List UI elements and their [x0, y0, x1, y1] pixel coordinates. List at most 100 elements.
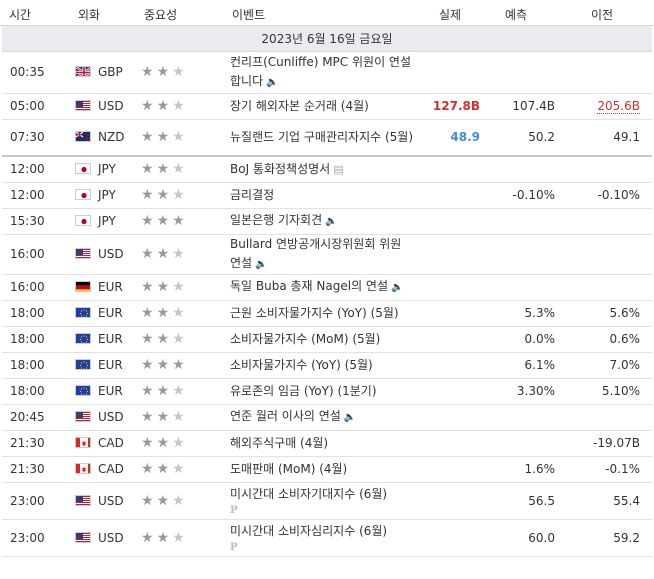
star-filled-icon: ★: [156, 331, 170, 347]
event-name-link[interactable]: 미시간대 소비자심리지수 (6월): [230, 524, 388, 538]
currency-code: CAD: [98, 436, 124, 450]
table-row[interactable]: 18:00 EUR ★ ★ ★ 근원 소비자물가지수 (YoY) (5월) 5.3% 5.6%: [2, 300, 652, 327]
star-filled-icon: ★: [141, 213, 154, 229]
event-previous: 55.4: [562, 482, 652, 520]
star-filled-icon: ★: [141, 529, 154, 546]
event-forecast: [488, 52, 562, 94]
table-row[interactable]: 20:45 USD ★ ★ ★ 연준 월러 이사의 연설 🔈: [2, 404, 652, 431]
table-row[interactable]: 21:30 CAD ★ ★ ★ 도매판매 (MoM) (4월) 1.6% -0.1%: [2, 456, 652, 483]
header-time[interactable]: 시간: [9, 8, 32, 22]
event-currency: USD: [66, 404, 131, 431]
event-actual: [418, 208, 488, 235]
event-forecast: [488, 234, 562, 275]
event-name-link[interactable]: 근원 소비자물가지수 (YoY) (5월): [230, 305, 399, 320]
event-name-cell: 소비자물가지수 (YoY) (5월): [220, 352, 418, 379]
event-actual: [418, 274, 488, 301]
star-empty-icon: ★: [172, 435, 185, 451]
star-filled-icon: ★: [156, 64, 170, 81]
table-row[interactable]: 23:00 USD ★ ★ ★ 미시간대 소비자기대지수 (6월) P 56.5 55.4: [2, 482, 652, 520]
star-filled-icon: ★: [156, 305, 170, 321]
table-row[interactable]: 18:00 EUR ★ ★ ★ 소비자물가지수 (YoY) (5월) 6.1% 7.0%: [2, 352, 652, 379]
event-actual: [418, 519, 488, 557]
speaker-icon[interactable]: 🔈: [266, 76, 279, 88]
event-time: 12:00: [2, 155, 66, 183]
speaker-icon[interactable]: 🔈: [255, 258, 268, 270]
event-name-link[interactable]: 장기 해외자본 순거래 (4월): [230, 98, 369, 113]
star-empty-icon: ★: [172, 331, 185, 347]
event-name-link[interactable]: 소비자물가지수 (YoY) (5월): [230, 357, 373, 372]
table-row[interactable]: 18:00 EUR ★ ★ ★ 유로존의 임금 (YoY) (1분기) 3.30% 5.10%: [2, 378, 652, 405]
event-name-link[interactable]: 해외주식구매 (4월): [230, 435, 329, 450]
header-forecast[interactable]: 예측: [505, 8, 528, 22]
date-row: 2023년 6월 16일 금요일: [2, 26, 652, 52]
table-row[interactable]: 23:00 USD ★ ★ ★ 미시간대 소비자심리지수 (6월) P 60.0 59.2: [2, 519, 652, 557]
header-previous[interactable]: 이전: [591, 8, 614, 22]
table-row[interactable]: 21:30 CAD ★ ★ ★ 해외주식구매 (4월) -19.07B: [2, 430, 652, 457]
event-name-link[interactable]: 일본은행 기자회견: [230, 213, 323, 227]
table-row[interactable]: 15:30 JPY ★ ★ ★ 일본은행 기자회견 🔈: [2, 208, 652, 235]
header-currency[interactable]: 외화: [78, 8, 101, 22]
previous-value: -19.07B: [593, 436, 640, 450]
star-filled-icon: ★: [156, 246, 170, 262]
eu-flag-icon: [75, 307, 91, 318]
event-name-link[interactable]: 금리결정: [230, 187, 275, 202]
event-name-cell: 유로존의 임금 (YoY) (1분기): [220, 378, 418, 405]
header-importance[interactable]: 중요성: [144, 8, 178, 22]
table-row[interactable]: 12:00 JPY ★ ★ ★ 금리결정 -0.10% -0.10%: [2, 182, 652, 209]
event-name-link[interactable]: BoJ 통화정책성명서: [230, 161, 331, 176]
event-name-cell: 독일 Buba 총재 Nagel의 연설 🔈: [220, 274, 418, 301]
event-name-cell: BoJ 통화정책성명서 ▤: [220, 155, 418, 183]
star-filled-icon: ★: [156, 98, 170, 114]
event-name-link[interactable]: 유로존의 임금 (YoY) (1분기): [230, 383, 377, 398]
previous-value: 205.6B: [597, 99, 640, 114]
header-event[interactable]: 이벤트: [232, 8, 266, 22]
event-time: 23:00: [2, 519, 66, 557]
event-name-link[interactable]: 뉴질랜드 기업 구매관리자지수 (5월): [230, 129, 414, 144]
table-row[interactable]: 16:00 EUR ★ ★ ★ 독일 Buba 총재 Nagel의 연설 🔈: [2, 274, 652, 301]
event-name-link[interactable]: 컨리프(Cunliffe) MPC 위원이 연설합니다: [230, 54, 412, 88]
star-empty-icon: ★: [172, 279, 185, 295]
header-actual[interactable]: 실제: [439, 8, 462, 22]
currency-code: JPY: [98, 188, 116, 202]
event-currency: EUR: [66, 352, 131, 379]
speaker-icon[interactable]: 🔈: [343, 412, 357, 423]
nz-flag-icon: [75, 131, 91, 143]
event-name-link[interactable]: 도매판매 (MoM) (4월): [230, 461, 348, 476]
event-actual: [418, 234, 488, 275]
speaker-icon[interactable]: 🔈: [391, 282, 404, 293]
table-row[interactable]: 07:30 NZD ★ ★ ★ 뉴질랜드 기업 구매관리자지수 (5월) 48.9 50.2 4…: [2, 119, 652, 157]
event-actual: [418, 404, 488, 431]
previous-value: 55.4: [613, 493, 640, 508]
star-filled-icon: ★: [141, 246, 154, 262]
event-actual: [418, 456, 488, 483]
table-row[interactable]: 00:35 GBP ★ ★ ★ 컨리프(Cunliffe) MPC 위원이 연설합니다 🔈: [2, 52, 652, 94]
event-importance: ★ ★ ★: [131, 300, 220, 327]
event-name-link[interactable]: 독일 Buba 총재 Nagel의 연설: [230, 279, 389, 293]
table-row[interactable]: 16:00 USD ★ ★ ★ Bullard 연방공개시장위원회 위원 연설 🔈: [2, 234, 652, 275]
star-filled-icon: ★: [141, 64, 154, 81]
event-actual: [418, 430, 488, 457]
document-icon[interactable]: ▤: [333, 162, 344, 176]
event-currency: EUR: [66, 300, 131, 327]
table-header: 시간 외화 중요성 이벤트 실제 예측 이전: [0, 0, 654, 26]
star-empty-icon: ★: [172, 129, 185, 146]
table-row[interactable]: 12:00 JPY ★ ★ ★ BoJ 통화정책성명서 ▤: [2, 155, 652, 183]
event-actual: [418, 378, 488, 405]
event-actual: [418, 352, 488, 379]
event-importance: ★ ★ ★: [131, 404, 220, 431]
speaker-icon[interactable]: 🔈: [325, 216, 338, 227]
event-previous: 0.6%: [562, 326, 652, 353]
event-name-link[interactable]: Bullard 연방공개시장위원회 위원 연설: [230, 236, 402, 270]
event-name-link[interactable]: 미시간대 소비자기대지수 (6월): [230, 487, 388, 501]
event-name-link[interactable]: 연준 월러 이사의 연설: [230, 409, 341, 423]
table-row[interactable]: 18:00 EUR ★ ★ ★ 소비자물가지수 (MoM) (5월) 0.0% 0.6%: [2, 326, 652, 353]
event-forecast: [488, 155, 562, 183]
previous-value: 5.10%: [601, 384, 640, 398]
event-name-cell: 장기 해외자본 순거래 (4월): [220, 93, 418, 120]
event-currency: CAD: [66, 456, 131, 483]
event-time: 16:00: [2, 234, 66, 275]
event-name-link[interactable]: 소비자물가지수 (MoM) (5월): [230, 331, 381, 346]
table-row[interactable]: 05:00 USD ★ ★ ★ 장기 해외자본 순거래 (4월) 127.8B 107.4B 2…: [2, 93, 652, 120]
event-actual: 127.8B: [418, 93, 488, 120]
event-name-cell: 뉴질랜드 기업 구매관리자지수 (5월): [220, 119, 418, 157]
